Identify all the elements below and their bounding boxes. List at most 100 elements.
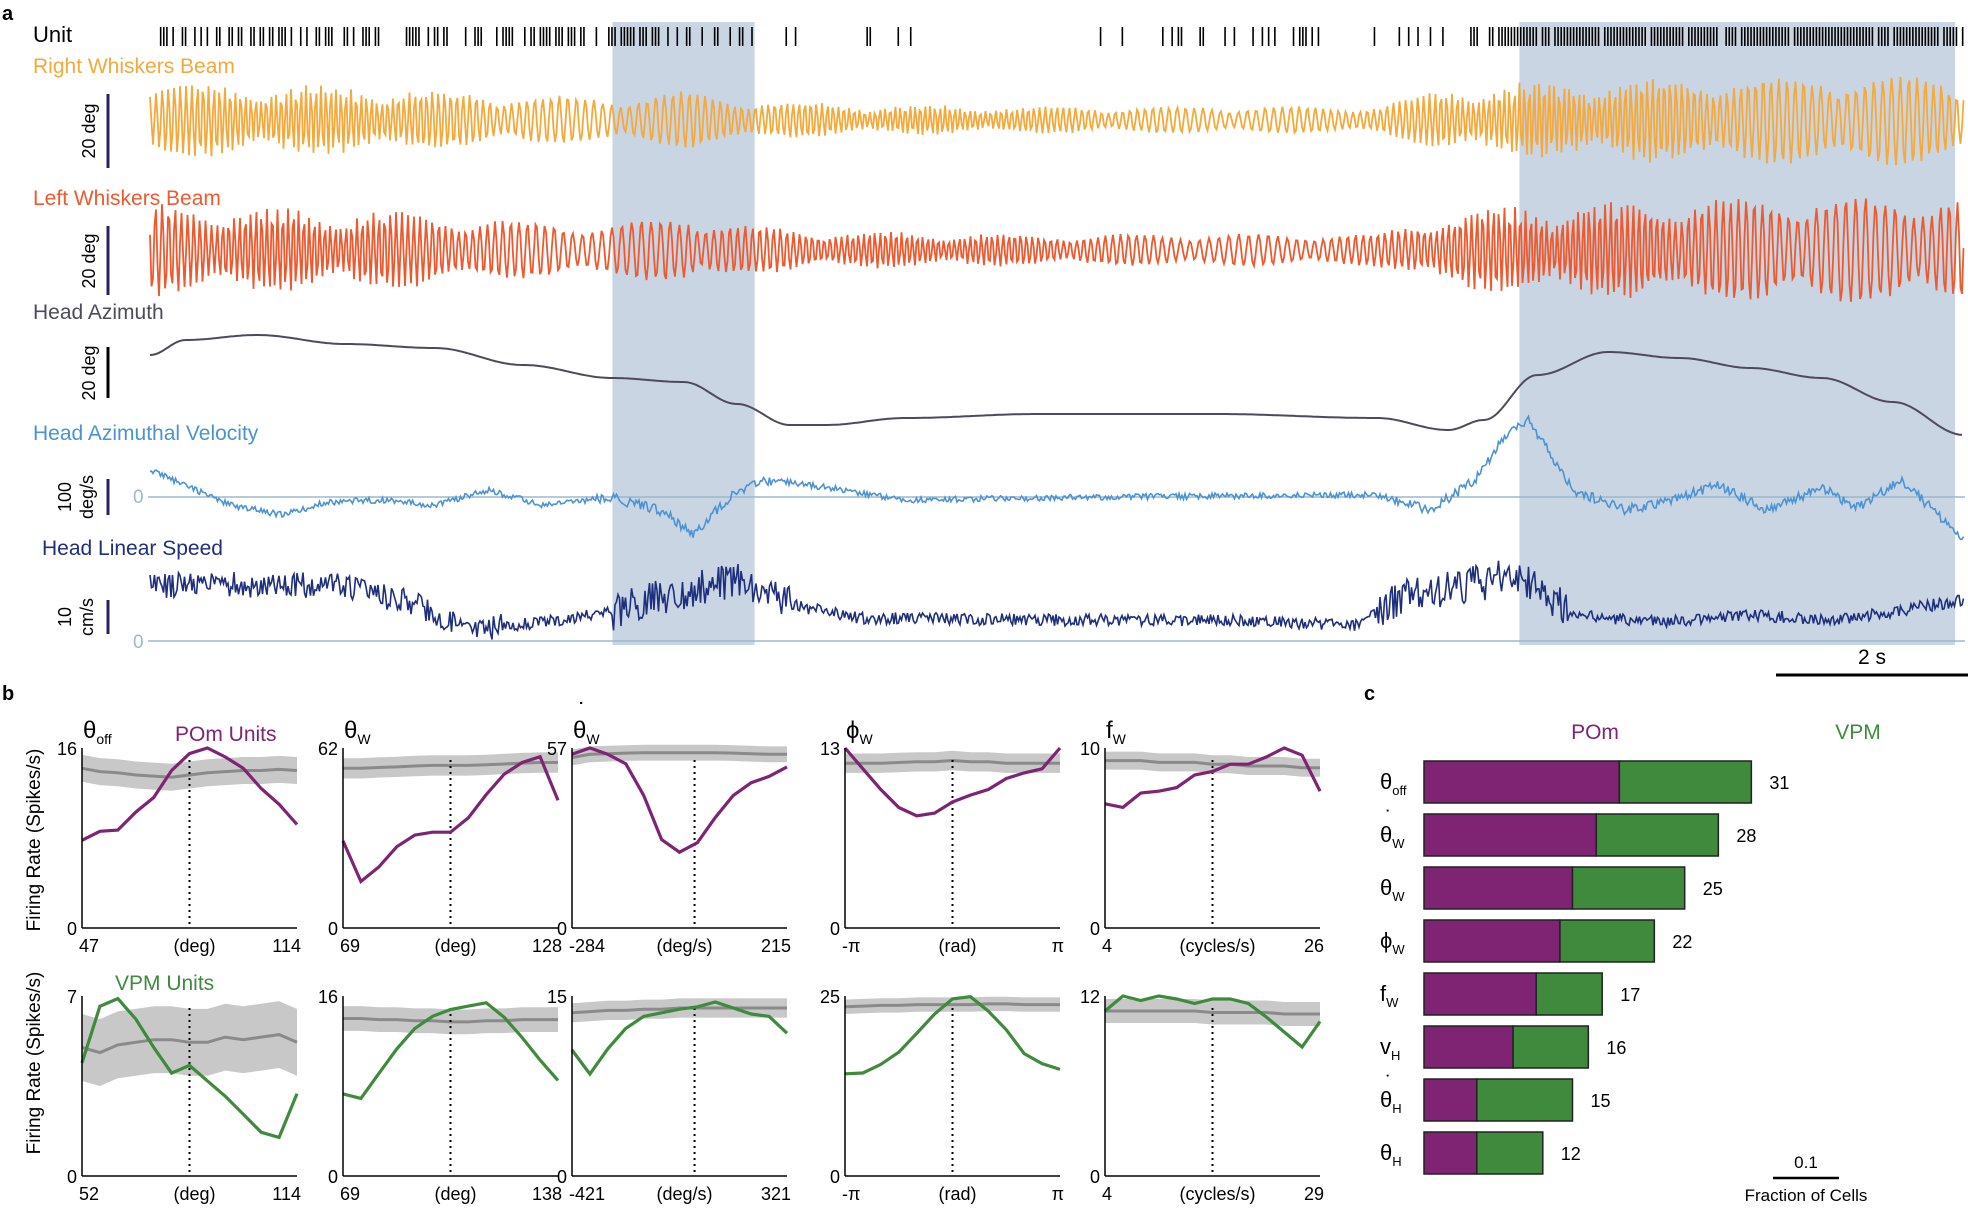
- y-max-tick-label: 13: [820, 739, 840, 759]
- count-label: 22: [1672, 932, 1692, 952]
- pom-bar: [1423, 1131, 1478, 1175]
- count-label: 12: [1561, 1144, 1581, 1164]
- variable-label: θoff: [83, 717, 112, 747]
- x-unit-label: (deg): [434, 1184, 476, 1204]
- head-linear-speed-label: Head Linear Speed: [42, 537, 223, 560]
- count-label: 25: [1703, 879, 1723, 899]
- shuffle-mean-line: [1105, 1009, 1320, 1016]
- vpm-bar: [1476, 1131, 1544, 1175]
- vpm-units-label: VPM Units: [115, 972, 214, 995]
- vpm-bar: [1476, 1078, 1574, 1122]
- vpm-bar: [1512, 1025, 1590, 1069]
- shuffle-band: [572, 744, 787, 766]
- y-zero-tick-label: 0: [1090, 1167, 1100, 1187]
- right-whisker-label: Right Whiskers Beam: [33, 55, 235, 78]
- y-zero-tick-label: 0: [328, 1167, 338, 1187]
- y-max-tick-label: 7: [67, 987, 77, 1007]
- pom-bar: [1423, 866, 1574, 910]
- left-whisker-scale-label: 20 deg: [79, 233, 99, 288]
- fraction-xlabel: Fraction of Cells: [1745, 1186, 1868, 1205]
- x-min-label: -π: [842, 1184, 860, 1204]
- y-zero-tick-label: 0: [557, 919, 567, 939]
- variable-label: ϕW: [846, 717, 873, 747]
- y-zero-tick-label: 0: [557, 1167, 567, 1187]
- variable-label: θW: [573, 717, 600, 747]
- x-unit-label: (deg): [434, 936, 476, 956]
- x-max-label: 114: [272, 936, 301, 956]
- vpm-tuning-curve: [80, 996, 299, 1140]
- x-max-label: π: [1052, 936, 1064, 956]
- x-min-label: 4: [1102, 1184, 1112, 1204]
- category-subscript: off: [1392, 783, 1407, 798]
- category-subscript: W: [1392, 836, 1405, 851]
- pom-tuning-curve: [1104, 746, 1322, 810]
- category-label: vH: [1380, 1034, 1400, 1063]
- pom-tuning-curve: [341, 754, 560, 885]
- x-min-label: -π: [842, 936, 860, 956]
- pom-bar: [1423, 972, 1537, 1016]
- y-zero-tick-label: 0: [1090, 919, 1100, 939]
- y-max-tick-label: 16: [57, 739, 77, 759]
- y-zero-tick-label: 0: [67, 1167, 77, 1187]
- category-dot: ˙: [1385, 1071, 1392, 1096]
- x-max-label: 215: [761, 936, 791, 956]
- category-label: θW: [1380, 875, 1405, 904]
- shuffle-mean-line: [844, 1002, 1060, 1009]
- category-subscript: H: [1391, 1048, 1400, 1063]
- y-zero-tick-label: 0: [830, 1167, 840, 1187]
- count-label: 15: [1591, 1091, 1611, 1111]
- head-az-velocity-label: Head Azimuthal Velocity: [33, 422, 259, 445]
- x-unit-label: (deg/s): [656, 936, 712, 956]
- time-scale-label: 2 s: [1858, 646, 1886, 669]
- count-label: 31: [1769, 773, 1789, 793]
- firing-rate-ylabel-top: Firing Rate (Spikes/s): [24, 749, 45, 932]
- category-subscript: H: [1392, 1154, 1401, 1169]
- category-subscript: W: [1392, 942, 1405, 957]
- right-whisker-trace: [149, 76, 1965, 166]
- category-label: θoff: [1380, 769, 1407, 798]
- velocity-scale-unit: deg/s: [77, 475, 97, 519]
- pom-bar: [1423, 1078, 1478, 1122]
- x-max-label: π: [1052, 1184, 1064, 1204]
- category-subscript: W: [1392, 889, 1405, 904]
- head-azimuth-scale-label: 20 deg: [79, 345, 99, 400]
- x-max-label: 128: [532, 936, 562, 956]
- vpm-tuning-curve: [1103, 994, 1322, 1050]
- vpm-legend-label: VPM: [1835, 721, 1881, 744]
- x-min-label: 52: [79, 1184, 99, 1204]
- variable-subscript: W: [1113, 731, 1127, 747]
- variable-subscript: off: [96, 731, 111, 747]
- shuffle-mean-line: [81, 766, 298, 779]
- speed-zero-label: 0: [133, 632, 144, 653]
- unit-label: Unit: [33, 22, 72, 47]
- head-linear-speed-trace: [149, 560, 1965, 640]
- x-min-label: 4: [1102, 936, 1112, 956]
- unit-spike-raster: [159, 27, 1964, 46]
- variable-subscript: W: [586, 731, 600, 747]
- vpm-bar: [1535, 972, 1603, 1016]
- pom-bar: [1423, 1025, 1514, 1069]
- vpm-tuning-curve: [570, 1000, 789, 1077]
- x-unit-label: (cycles/s): [1180, 1184, 1256, 1204]
- variable-label: fW: [1106, 717, 1127, 747]
- y-zero-tick-label: 0: [67, 919, 77, 939]
- shuffle-mean-line: [1105, 759, 1320, 770]
- pom-bar: [1423, 813, 1598, 857]
- vpm-tuning-curve: [342, 1001, 560, 1101]
- panel-b: b Firing Rate (Spikes/s) Firing Rate (Sp…: [2, 683, 1324, 1204]
- head-azimuth-label: Head Azimuth: [33, 301, 164, 324]
- x-max-label: 29: [1304, 1184, 1324, 1204]
- x-max-label: 26: [1304, 936, 1324, 956]
- velocity-scale-value: 100: [55, 482, 75, 512]
- head-azimuth-trace: [149, 334, 1963, 436]
- x-unit-label: (cycles/s): [1180, 936, 1256, 956]
- shuffle-mean-line: [81, 1033, 298, 1055]
- category-subscript: W: [1386, 995, 1399, 1010]
- variable-subscript: W: [859, 731, 873, 747]
- y-zero-tick-label: 0: [328, 919, 338, 939]
- y-max-tick-label: 57: [547, 739, 567, 759]
- category-label: θH: [1380, 1140, 1402, 1169]
- velocity-zero-label: 0: [133, 487, 144, 508]
